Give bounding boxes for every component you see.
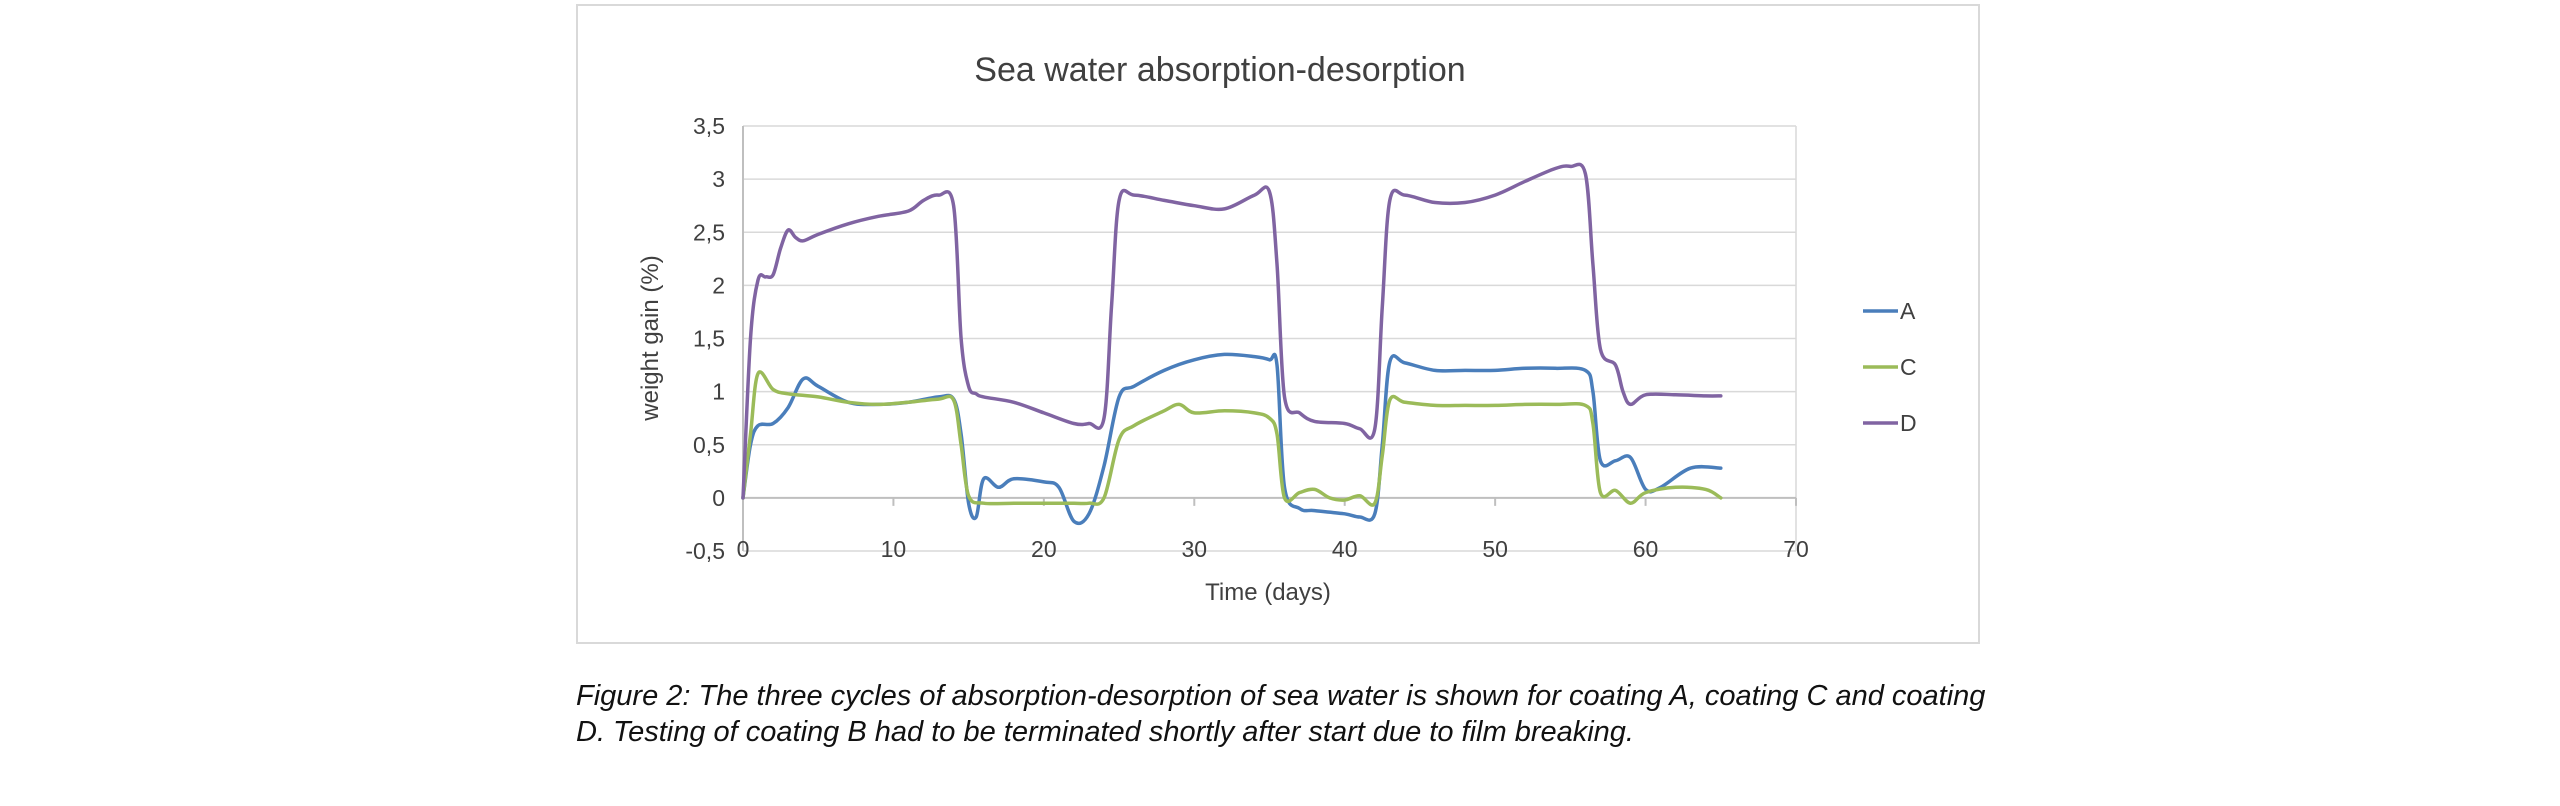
line-chart: -0,500,511,522,533,50 10 20 30 40 50 60 70 ACD … <box>637 51 1917 606</box>
y-tick-label: 3,5 <box>693 113 725 139</box>
tick-labels: -0,5 0 0,5 1 1,5 2 2,5 3 3,5 0 10 20 30 40 50 60 70 <box>685 113 1808 564</box>
x-tick-label: 20 <box>1031 536 1057 562</box>
y-tick-label: -0,5 <box>685 538 725 564</box>
x-axis-label: Time (days) <box>1205 579 1331 606</box>
x-tick-label: 30 <box>1181 536 1207 562</box>
y-tick-label: 1,5 <box>693 326 725 352</box>
y-tick-label: 2,5 <box>693 219 725 245</box>
figure-caption: Figure 2: The three cycles of absorption… <box>576 680 1986 748</box>
y-axis-label: weight gain (%) <box>637 255 664 421</box>
x-tick-label: 40 <box>1332 536 1358 562</box>
chart-title: Sea water absorption-desorption <box>974 51 1465 89</box>
y-tick-label: 3 <box>712 166 725 192</box>
series-line-d <box>741 162 1723 500</box>
series-line-c <box>741 370 1723 507</box>
x-tick-label: 50 <box>1482 536 1508 562</box>
y-tick-label: 0 <box>712 485 725 511</box>
legend: A C D <box>1863 298 1917 436</box>
series-lines <box>741 162 1723 526</box>
legend-label-a: A <box>1900 298 1916 324</box>
x-tick-label: 10 <box>881 536 907 562</box>
y-tick-label: 1 <box>712 379 725 405</box>
x-tick-label: 60 <box>1633 536 1659 562</box>
legend-label-d: D <box>1900 410 1917 436</box>
x-tick-label: 0 <box>737 536 750 562</box>
legend-label-c: C <box>1900 354 1917 380</box>
y-tick-label: 2 <box>712 272 725 298</box>
y-tick-label: 0,5 <box>693 432 725 458</box>
x-tick-label: 70 <box>1783 536 1809 562</box>
